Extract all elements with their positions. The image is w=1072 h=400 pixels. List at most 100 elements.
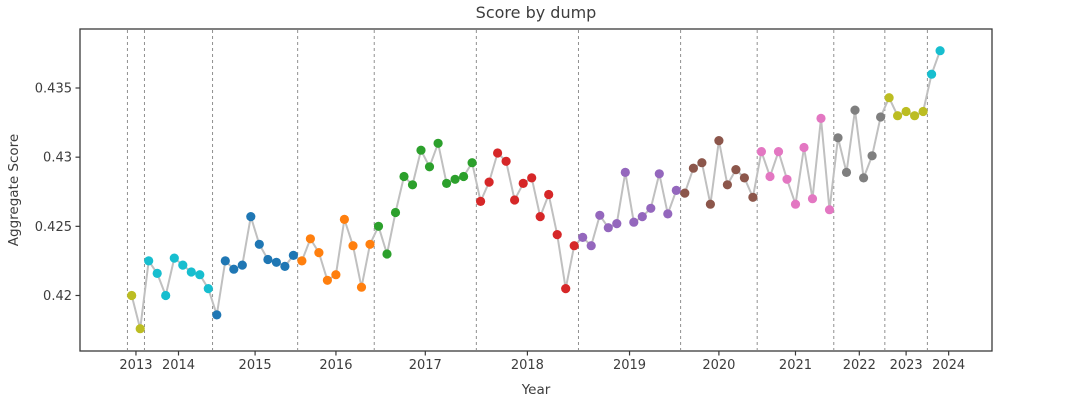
- data-point: [876, 112, 886, 122]
- data-point: [254, 239, 264, 249]
- data-point: [161, 290, 171, 301]
- data-point: [450, 174, 460, 184]
- data-point: [569, 241, 579, 251]
- data-point: [859, 173, 869, 183]
- year-boundary-gridlines: [126, 30, 928, 350]
- data-point: [578, 232, 588, 242]
- data-point: [271, 257, 281, 267]
- y-tick-label: 0.42: [43, 289, 72, 304]
- data-point: [646, 203, 656, 213]
- data-point: [467, 158, 477, 168]
- data-point: [263, 254, 273, 265]
- data-point: [399, 171, 409, 182]
- data-point: [731, 165, 741, 175]
- data-point: [322, 275, 332, 285]
- data-point: [424, 162, 435, 172]
- data-point: [884, 93, 894, 103]
- data-point: [382, 249, 392, 259]
- data-point: [612, 219, 622, 229]
- data-point: [288, 250, 298, 260]
- data-point: [663, 209, 673, 219]
- data-point: [714, 136, 724, 146]
- data-point: [807, 194, 818, 204]
- data-point: [697, 158, 707, 168]
- data-point: [910, 111, 920, 121]
- data-point: [552, 230, 562, 240]
- plot-border: [79, 28, 993, 352]
- data-point: [535, 212, 545, 222]
- data-point: [935, 46, 945, 56]
- data-point: [356, 282, 367, 292]
- x-tick-label: 2022: [843, 358, 876, 373]
- data-point: [501, 156, 511, 166]
- data-point: [203, 284, 213, 294]
- data-point: [782, 174, 792, 184]
- y-axis-ticks: 0.42 0.425 0.43 0.435: [35, 82, 80, 304]
- data-point: [527, 173, 537, 183]
- data-point: [893, 111, 903, 121]
- data-point: [799, 142, 809, 153]
- data-point: [850, 105, 860, 115]
- data-point: [586, 241, 596, 251]
- plot-area: 2013 2014 2015 2016 2017 2018 2019 2020 2021 2022…: [35, 28, 993, 373]
- data-point: [297, 256, 307, 266]
- data-point: [595, 210, 605, 220]
- data-point: [348, 241, 358, 251]
- x-tick-label: 2013: [119, 358, 152, 373]
- x-tick-label: 2023: [890, 358, 923, 373]
- data-point: [127, 290, 137, 301]
- data-point: [246, 212, 256, 222]
- data-point: [705, 199, 716, 209]
- data-point: [178, 260, 188, 270]
- data-point: [629, 217, 639, 227]
- x-tick-label: 2018: [511, 358, 544, 373]
- data-point: [135, 324, 145, 334]
- data-point: [407, 180, 418, 190]
- data-point: [867, 151, 877, 161]
- data-point: [186, 267, 196, 277]
- data-point: [152, 268, 162, 278]
- data-point: [476, 196, 486, 206]
- data-point: [739, 173, 750, 183]
- data-point: [688, 163, 699, 173]
- x-tick-label: 2014: [162, 358, 195, 373]
- data-point: [373, 221, 384, 231]
- y-axis-label: Aggregate Score: [6, 134, 22, 246]
- data-point: [195, 270, 205, 280]
- data-point: [212, 310, 222, 320]
- data-point: [637, 212, 647, 222]
- x-tick-label: 2020: [702, 358, 735, 373]
- data-point: [493, 148, 503, 158]
- y-tick-label: 0.43: [43, 151, 72, 166]
- data-point: [790, 199, 801, 209]
- data-point: [680, 188, 690, 198]
- axes-spines: [79, 28, 993, 352]
- data-point: [561, 284, 571, 294]
- data-point: [229, 264, 239, 274]
- data-point: [390, 207, 401, 218]
- data-point: [722, 180, 733, 190]
- x-tick-label: 2019: [613, 358, 646, 373]
- x-tick-label: 2016: [319, 358, 352, 373]
- data-point: [459, 171, 469, 182]
- data-point: [339, 214, 349, 224]
- data-point: [765, 171, 775, 182]
- data-point: [833, 133, 843, 143]
- data-point: [331, 270, 341, 280]
- data-point: [756, 147, 767, 157]
- y-tick-label: 0.425: [35, 220, 72, 235]
- data-point: [220, 256, 230, 266]
- data-point: [518, 178, 528, 188]
- data-point: [416, 145, 426, 155]
- chart-title: Score by dump: [476, 3, 597, 22]
- data-point: [509, 195, 520, 205]
- x-axis-ticks: 2013 2014 2015 2016 2017 2018 2019 2020 2021 2022…: [119, 351, 965, 373]
- data-point: [841, 167, 852, 177]
- data-point: [305, 234, 315, 244]
- x-tick-label: 2017: [409, 358, 442, 373]
- data-point: [603, 223, 613, 233]
- data-points: [127, 46, 945, 334]
- data-point: [918, 106, 928, 117]
